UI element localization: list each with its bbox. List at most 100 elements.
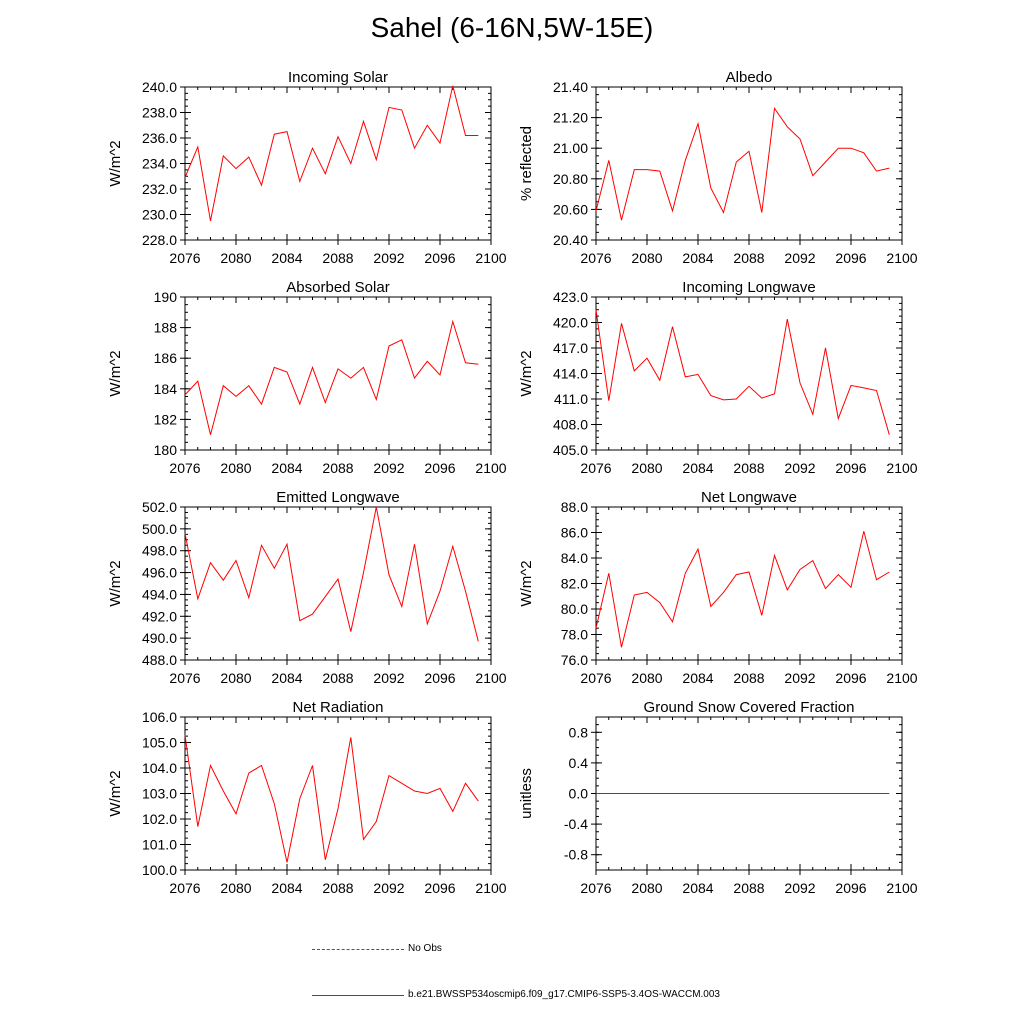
x-tick-label: 2092 xyxy=(373,670,404,686)
x-tick-label: 2092 xyxy=(373,460,404,476)
chart-panel-7: Net Radiation W/m^2 2076 2080 2084 2088 2092 20… xyxy=(107,699,507,896)
x-tick-label: 2076 xyxy=(580,880,611,896)
y-tick-label: 417.0 xyxy=(553,340,588,356)
panel-title: Albedo xyxy=(726,69,773,86)
y-tick-label: 102.0 xyxy=(142,811,177,827)
x-tick-label: 2100 xyxy=(886,250,917,266)
x-tick-label: 2088 xyxy=(322,460,353,476)
x-tick-label: 2076 xyxy=(580,460,611,476)
y-axis-label: W/m^2 xyxy=(107,140,124,186)
y-tick-label: 21.20 xyxy=(553,110,588,126)
x-tick-label: 2080 xyxy=(220,460,251,476)
y-tick-label: 20.60 xyxy=(553,201,588,217)
y-tick-label: 184 xyxy=(154,381,178,397)
y-tick-label: 0.0 xyxy=(569,786,589,802)
chart-panel-2: Albedo % reflected 2076 2080 2084 2088 2092 209… xyxy=(518,69,918,266)
y-tick-label: 188 xyxy=(154,320,178,336)
y-tick-label: 230.0 xyxy=(142,207,177,223)
plot-frame xyxy=(595,296,903,451)
y-tick-label: 414.0 xyxy=(553,366,588,382)
x-tick-label: 2088 xyxy=(322,670,353,686)
x-tick-label: 2084 xyxy=(271,460,302,476)
x-tick-label: 2084 xyxy=(271,880,302,896)
y-tick-label: 228.0 xyxy=(142,232,177,248)
y-tick-label: 84.0 xyxy=(561,550,588,566)
y-tick-label: -0.4 xyxy=(564,816,588,832)
x-tick-label: 2084 xyxy=(682,250,713,266)
y-tick-label: 76.0 xyxy=(561,652,588,668)
y-tick-label: 488.0 xyxy=(142,652,177,668)
y-tick-label: 21.40 xyxy=(553,79,588,95)
x-tick-label: 2096 xyxy=(424,880,455,896)
y-tick-label: 100.0 xyxy=(142,862,177,878)
x-tick-label: 2084 xyxy=(271,250,302,266)
y-tick-label: 236.0 xyxy=(142,130,177,146)
y-tick-label: 498.0 xyxy=(142,543,177,559)
x-tick-label: 2096 xyxy=(835,250,866,266)
series-line xyxy=(184,506,479,642)
y-tick-label: 180 xyxy=(154,442,178,458)
y-axis-label: % reflected xyxy=(518,126,535,201)
plot-frame xyxy=(184,716,492,871)
x-tick-label: 2076 xyxy=(580,250,611,266)
plot-frame xyxy=(184,506,492,661)
y-tick-label: 494.0 xyxy=(142,586,177,602)
x-tick-label: 2084 xyxy=(271,670,302,686)
x-tick-label: 2100 xyxy=(475,460,506,476)
y-tick-label: 490.0 xyxy=(142,630,177,646)
series-line xyxy=(184,319,479,435)
x-tick-label: 2088 xyxy=(322,880,353,896)
y-axis-label: W/m^2 xyxy=(107,770,124,816)
legend-obs-label: No Obs xyxy=(408,943,442,954)
chart-panel-1: Incoming Solar W/m^2 2076 2080 2084 2088 2092 2… xyxy=(107,69,507,266)
chart-panel-5: Emitted Longwave W/m^2 2076 2080 2084 2088 209… xyxy=(107,489,507,686)
y-tick-label: 88.0 xyxy=(561,499,588,515)
x-tick-label: 2080 xyxy=(220,880,251,896)
legend-model-label: b.e21.BWSSP534oscmip6.f09_g17.CMIP6-SSP5… xyxy=(408,989,720,1000)
panel-title: Ground Snow Covered Fraction xyxy=(644,699,855,716)
x-tick-label: 2080 xyxy=(631,250,662,266)
x-tick-label: 2080 xyxy=(631,460,662,476)
y-tick-label: 82.0 xyxy=(561,576,588,592)
plot-frame xyxy=(595,86,903,241)
x-tick-label: 2092 xyxy=(784,670,815,686)
x-tick-label: 2080 xyxy=(220,670,251,686)
y-tick-label: 80.0 xyxy=(561,601,588,617)
y-tick-label: 496.0 xyxy=(142,565,177,581)
x-tick-label: 2088 xyxy=(322,250,353,266)
figure-title: Sahel (6-16N,5W-15E) xyxy=(370,12,654,43)
y-tick-label: 106.0 xyxy=(142,709,177,725)
y-tick-label: 104.0 xyxy=(142,760,177,776)
x-tick-label: 2096 xyxy=(835,670,866,686)
y-tick-label: 232.0 xyxy=(142,181,177,197)
x-tick-label: 2100 xyxy=(475,250,506,266)
x-tick-label: 2100 xyxy=(886,670,917,686)
y-tick-label: 105.0 xyxy=(142,735,177,751)
panel-title: Absorbed Solar xyxy=(286,279,389,296)
y-tick-label: 408.0 xyxy=(553,417,588,433)
legend-model-line xyxy=(312,995,404,996)
y-tick-label: 20.80 xyxy=(553,171,588,187)
chart-panel-4: Incoming Longwave W/m^2 2076 2080 2084 2088 20… xyxy=(518,279,918,476)
x-tick-label: 2088 xyxy=(733,670,764,686)
panel-title: Incoming Longwave xyxy=(682,279,815,296)
y-tick-label: 86.0 xyxy=(561,525,588,541)
series-line xyxy=(595,309,890,435)
y-tick-label: 101.0 xyxy=(142,837,177,853)
x-tick-label: 2076 xyxy=(169,460,200,476)
y-axis-label: W/m^2 xyxy=(518,560,535,606)
y-tick-label: 186 xyxy=(154,350,178,366)
legend-obs-line xyxy=(312,949,404,950)
series-line xyxy=(595,107,890,221)
x-tick-label: 2084 xyxy=(682,460,713,476)
x-tick-label: 2096 xyxy=(835,880,866,896)
series-line xyxy=(595,531,890,648)
panel-title: Incoming Solar xyxy=(288,69,388,86)
chart-panel-3: Absorbed Solar W/m^2 2076 2080 2084 2088 2092 2… xyxy=(107,279,507,476)
y-tick-label: 411.0 xyxy=(554,391,588,407)
x-tick-label: 2096 xyxy=(424,460,455,476)
x-tick-label: 2100 xyxy=(475,670,506,686)
y-tick-label: 492.0 xyxy=(142,608,177,624)
y-tick-label: -0.8 xyxy=(564,847,588,863)
